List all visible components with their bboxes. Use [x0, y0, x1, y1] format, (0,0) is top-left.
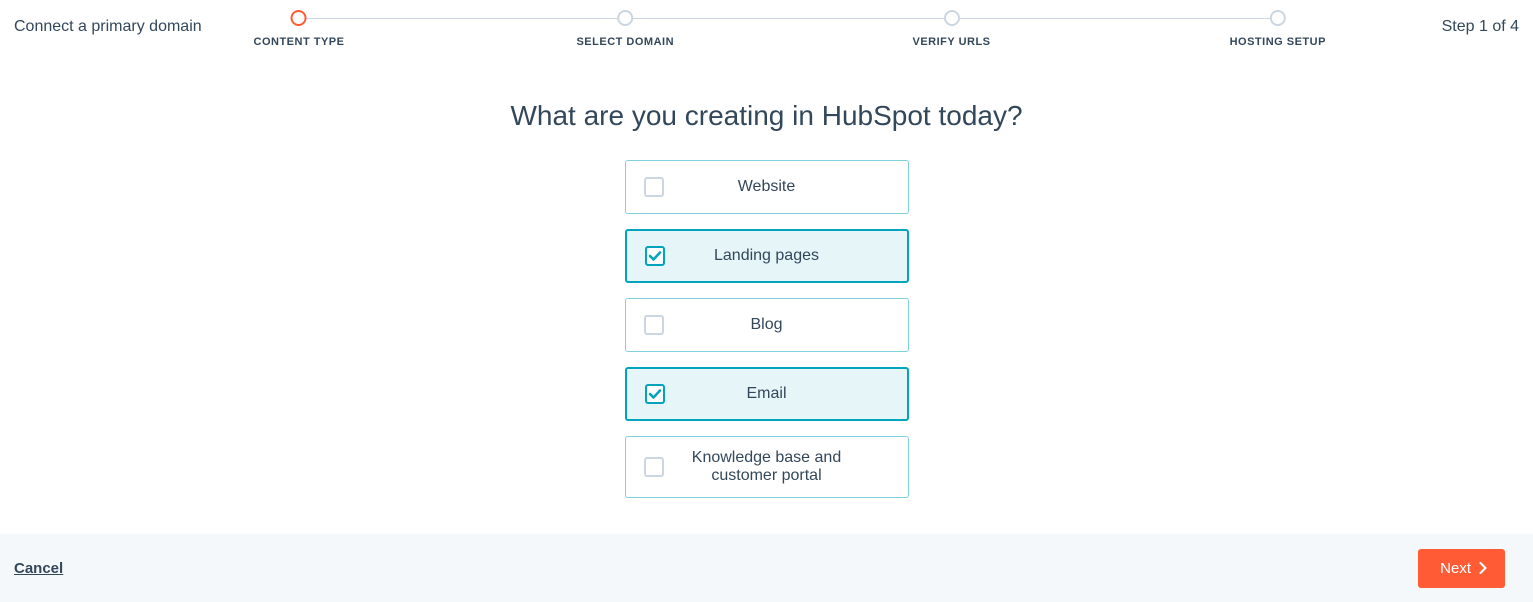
- cancel-button[interactable]: Cancel: [14, 560, 63, 577]
- checkbox-icon: [645, 246, 665, 266]
- checkbox-icon: [645, 384, 665, 404]
- content-option-landing-pages[interactable]: Landing pages: [625, 229, 909, 283]
- step-label: VERIFY URLS: [912, 36, 990, 48]
- checkbox-icon: [644, 457, 664, 477]
- next-button[interactable]: Next: [1418, 549, 1505, 588]
- footer-bar: Cancel Next: [0, 534, 1533, 602]
- progress-stepper: CONTENT TYPE SELECT DOMAIN VERIFY URLS HOST…: [254, 10, 1379, 56]
- step-indicator: Step 1 of 4: [1379, 10, 1519, 36]
- step-4[interactable]: HOSTING SETUP: [1230, 10, 1326, 48]
- step-2[interactable]: SELECT DOMAIN: [576, 10, 674, 48]
- content-option-knowledge-base[interactable]: Knowledge base and customer portal: [625, 436, 909, 498]
- next-button-label: Next: [1440, 560, 1471, 577]
- checkbox-icon: [644, 315, 664, 335]
- step-1[interactable]: CONTENT TYPE: [254, 10, 345, 48]
- step-label: CONTENT TYPE: [254, 36, 345, 48]
- content-option-label: Landing pages: [683, 247, 887, 265]
- content-type-options: Website Landing pages Blog Email Knowledge b…: [625, 160, 909, 498]
- step-label: SELECT DOMAIN: [576, 36, 674, 48]
- page-title: Connect a primary domain: [14, 10, 254, 36]
- content-option-blog[interactable]: Blog: [625, 298, 909, 352]
- page-heading: What are you creating in HubSpot today?: [510, 100, 1022, 132]
- top-bar: Connect a primary domain CONTENT TYPE SEL…: [0, 0, 1533, 56]
- chevron-right-icon: [1479, 562, 1487, 574]
- step-circle-icon: [944, 10, 960, 26]
- content-option-website[interactable]: Website: [625, 160, 909, 214]
- step-3[interactable]: VERIFY URLS: [912, 10, 990, 48]
- step-label: HOSTING SETUP: [1230, 36, 1326, 48]
- step-circle-icon: [617, 10, 633, 26]
- step-circle-icon: [291, 10, 307, 26]
- content-option-label: Blog: [682, 316, 888, 334]
- content-option-label: Knowledge base and customer portal: [682, 449, 888, 485]
- checkbox-icon: [644, 177, 664, 197]
- content-option-label: Email: [683, 385, 887, 403]
- step-circle-icon: [1270, 10, 1286, 26]
- stepper-line: [299, 18, 1278, 19]
- content-option-email[interactable]: Email: [625, 367, 909, 421]
- content-option-label: Website: [682, 178, 888, 196]
- main-content: What are you creating in HubSpot today? …: [0, 56, 1533, 498]
